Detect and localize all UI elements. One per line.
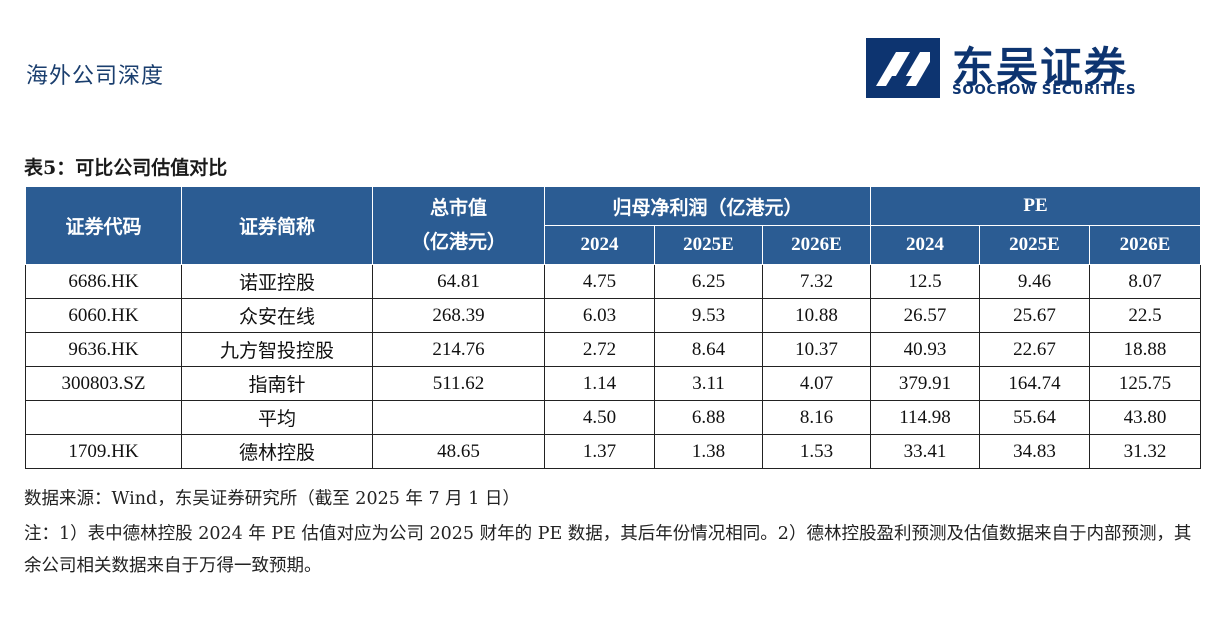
cell-pe-2026e: 125.75 [1088,366,1202,401]
cell-pe-2026e: 8.07 [1088,264,1202,299]
footnote: 注：1）表中德林控股 2024 年 PE 估值对应为公司 2025 财年的 PE… [24,524,1192,576]
cell-profit-2026e: 10.37 [762,332,871,367]
cell-pe-2025e: 9.46 [979,264,1090,299]
header-pe-2026e: 2026E [1088,225,1202,265]
soochow-logo-icon [866,38,940,98]
cell-pe-2025e: 34.83 [979,434,1090,469]
header-code: 证券代码 [25,186,182,265]
table-row-average: 平均 4.50 6.88 8.16 114.98 55.64 43.80 [25,400,1202,435]
logo-text-cn: 东吴证券 [952,43,1129,92]
cell-profit-2024: 4.75 [544,264,655,299]
header-pe-2024: 2024 [870,225,980,265]
cell-pe-2025e: 25.67 [979,298,1090,333]
company-logo: 东吴证券 SOOCHOW SECURITIES [866,38,1146,100]
table-row: 1709.HK 德林控股 48.65 1.37 1.38 1.53 33.41 … [25,434,1202,469]
cell-code [25,400,182,435]
header-mktcap: 总市值 （亿港元） [372,186,545,265]
data-source-note: 数据来源：Wind，东吴证券研究所（截至 2025 年 7 月 1 日） [24,489,520,509]
cell-profit-2024: 6.03 [544,298,655,333]
cell-code: 6060.HK [25,298,182,333]
cell-mktcap: 48.65 [372,434,545,469]
cell-mktcap: 214.76 [372,332,545,367]
cell-pe-2024: 12.5 [870,264,980,299]
header-mktcap-line1: 总市值 [429,197,487,219]
cell-profit-2024: 2.72 [544,332,655,367]
cell-profit-2026e: 1.53 [762,434,871,469]
cell-name: 德林控股 [181,434,373,469]
cell-name: 九方智投控股 [181,332,373,367]
cell-profit-2026e: 4.07 [762,366,871,401]
header-profit-group: 归母净利润（亿港元） [544,186,871,226]
cell-code: 9636.HK [25,332,182,367]
header-pe-group: PE [869,186,1202,226]
table-row: 9636.HK 九方智投控股 214.76 2.72 8.64 10.37 40… [25,332,1202,367]
cell-name: 诺亚控股 [181,264,373,299]
table-row: 6686.HK 诺亚控股 64.81 4.75 6.25 7.32 12.5 9… [25,264,1202,299]
logo-text-en: SOOCHOW SECURITIES [952,82,1137,98]
cell-pe-2025e: 164.74 [979,366,1090,401]
valuation-table: 证券代码 证券简称 总市值 （亿港元） 归母净利润（亿港元） PE 2024 2… [25,186,1202,469]
cell-profit-2025e: 6.88 [654,400,763,435]
cell-profit-2026e: 8.16 [762,400,871,435]
cell-pe-2024: 379.91 [870,366,980,401]
cell-profit-2025e: 9.53 [654,298,763,333]
header-profit-2026e: 2026E [762,225,871,265]
cell-profit-2026e: 10.88 [762,298,871,333]
cell-profit-2025e: 1.38 [654,434,763,469]
cell-mktcap: 268.39 [372,298,545,333]
cell-pe-2025e: 55.64 [979,400,1090,435]
cell-code: 300803.SZ [25,366,182,401]
cell-mktcap: 64.81 [372,264,545,299]
cell-mktcap [372,400,545,435]
cell-name: 众安在线 [181,298,373,333]
cell-profit-2025e: 6.25 [654,264,763,299]
cell-code: 6686.HK [25,264,182,299]
cell-pe-2026e: 31.32 [1088,434,1202,469]
section-label: 海外公司深度 [26,64,165,89]
cell-pe-2026e: 43.80 [1088,400,1202,435]
cell-code: 1709.HK [25,434,182,469]
cell-profit-2024: 4.50 [544,400,655,435]
table-title: 表5：可比公司估值对比 [24,157,228,179]
cell-name: 指南针 [181,366,373,401]
cell-name: 平均 [181,400,373,435]
cell-profit-2024: 1.37 [544,434,655,469]
cell-pe-2026e: 18.88 [1088,332,1202,367]
header-profit-2024: 2024 [544,225,655,265]
cell-profit-2025e: 3.11 [654,366,763,401]
cell-pe-2024: 40.93 [870,332,980,367]
header-name: 证券简称 [181,186,373,265]
header-profit-2025e: 2025E [654,225,763,265]
table-row: 6060.HK 众安在线 268.39 6.03 9.53 10.88 26.5… [25,298,1202,333]
cell-pe-2026e: 22.5 [1088,298,1202,333]
cell-profit-2024: 1.14 [544,366,655,401]
cell-pe-2025e: 22.67 [979,332,1090,367]
cell-mktcap: 511.62 [372,366,545,401]
cell-pe-2024: 26.57 [870,298,980,333]
table-row: 300803.SZ 指南针 511.62 1.14 3.11 4.07 379.… [25,366,1202,401]
header-pe-2025e: 2025E [979,225,1090,265]
cell-pe-2024: 114.98 [870,400,980,435]
cell-pe-2024: 33.41 [870,434,980,469]
header-mktcap-line2: （亿港元） [410,231,506,253]
cell-profit-2025e: 8.64 [654,332,763,367]
cell-profit-2026e: 7.32 [762,264,871,299]
